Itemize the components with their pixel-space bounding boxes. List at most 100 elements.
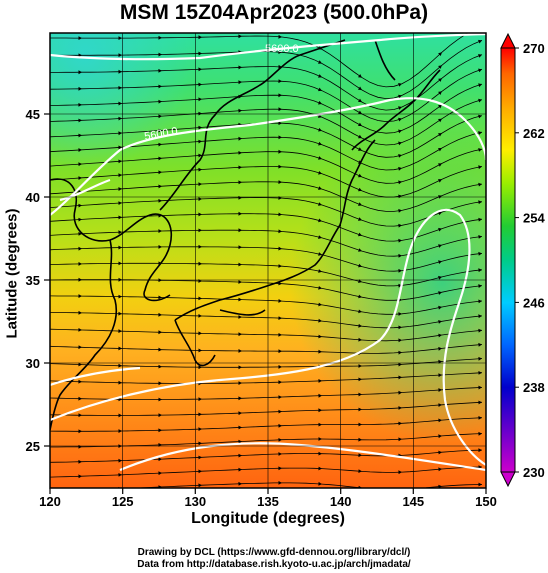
y-axis-label: Latitude (degrees)	[3, 208, 21, 339]
streamline-arrow	[358, 377, 362, 382]
streamline-arrow	[278, 149, 282, 154]
streamline-arrow	[118, 36, 122, 40]
streamline-arrow	[358, 187, 362, 192]
streamline-arrow	[358, 134, 362, 139]
streamline-arrow	[278, 135, 282, 140]
streamline-arrow	[158, 99, 162, 104]
streamline-arrow	[358, 248, 362, 252]
streamline-arrow	[158, 68, 162, 73]
streamline-arrow	[398, 166, 402, 171]
streamline-arrow	[318, 127, 322, 132]
streamline-arrow	[398, 362, 402, 367]
streamline-arrow	[238, 315, 242, 319]
streamline-arrow	[238, 165, 242, 170]
streamline-arrow	[358, 392, 362, 397]
y-tick-label: 40	[26, 190, 40, 205]
streamline-arrow	[158, 381, 162, 386]
streamline-arrow	[398, 283, 402, 288]
streamline-arrow	[158, 114, 162, 119]
streamline-arrow	[318, 393, 322, 398]
streamline-arrow	[398, 338, 402, 343]
streamline-arrow	[198, 182, 202, 187]
streamline-arrow	[398, 223, 402, 228]
streamline-arrow	[78, 118, 82, 123]
streamline-arrow	[438, 291, 442, 295]
streamline-arrow	[358, 364, 362, 368]
streamline-arrow	[198, 441, 202, 446]
streamline-arrow	[358, 263, 362, 268]
streamline-arrow	[318, 218, 322, 223]
streamline-arrow	[318, 269, 322, 273]
streamline-arrow	[278, 349, 282, 354]
streamline-arrow	[118, 116, 122, 121]
streamline-arrow	[358, 202, 362, 206]
streamline-arrow	[158, 52, 162, 57]
streamline-arrow	[318, 156, 322, 160]
streamline-arrow	[438, 388, 442, 392]
streamline-arrow	[318, 466, 322, 471]
streamline-arrow	[438, 133, 442, 137]
streamline-arrow	[238, 136, 242, 141]
streamline-arrow	[398, 350, 402, 355]
streamline-arrow	[78, 148, 82, 152]
streamline-arrow	[78, 294, 82, 298]
streamline-arrow	[278, 438, 282, 442]
streamline-arrow	[198, 228, 202, 233]
streamline-arrow	[318, 437, 322, 441]
streamline-arrow	[478, 284, 482, 288]
streamline-arrow	[358, 173, 362, 178]
streamline-arrow	[318, 186, 322, 190]
streamline-arrow	[318, 202, 322, 206]
y-tick-label: 45	[26, 107, 40, 122]
streamline-arrow	[358, 294, 362, 299]
y-tick-label: 30	[26, 356, 40, 371]
streamline-arrow	[278, 316, 282, 320]
streamline-arrow	[438, 78, 442, 82]
streamline-arrow	[318, 302, 322, 307]
streamline-arrow	[238, 332, 242, 337]
x-axis-label: Longitude (degrees)	[191, 510, 345, 527]
streamline-arrow	[78, 103, 82, 107]
streamline-arrow	[478, 299, 482, 304]
streamline-arrow	[478, 182, 482, 187]
streamline-arrow	[118, 294, 122, 299]
streamline-arrow	[78, 345, 82, 350]
streamline-arrow	[238, 365, 242, 370]
streamline-arrow	[398, 94, 402, 99]
streamline-arrow	[158, 84, 162, 89]
streamline-arrow	[278, 64, 282, 69]
streamline-arrow	[158, 312, 162, 317]
streamline-arrow	[118, 429, 122, 433]
streamline-arrow	[238, 425, 242, 430]
colorbar-tick-label: 246	[523, 295, 545, 310]
streamline-arrow	[118, 311, 122, 316]
streamline-arrow	[318, 334, 322, 339]
streamline-arrow	[358, 98, 362, 103]
streamline-arrow	[478, 131, 482, 135]
streamline-arrow	[238, 228, 242, 233]
streamline-arrow	[398, 117, 402, 122]
streamline-arrow	[238, 467, 242, 472]
streamline-arrow	[438, 91, 442, 95]
y-tick-label: 35	[26, 273, 40, 288]
streamlines	[50, 33, 483, 488]
streamline-arrow	[478, 98, 482, 103]
streamline-arrow	[478, 356, 482, 361]
colorbar-tick-label: 270	[523, 41, 545, 56]
streamline-arrow	[158, 156, 162, 161]
streamline-arrow	[278, 466, 282, 471]
x-tick-label: 150	[475, 494, 497, 509]
colorbar-min-arrow	[500, 471, 516, 488]
streamline-arrow	[198, 197, 202, 201]
streamline-arrow	[158, 330, 162, 335]
streamline-arrow	[478, 39, 482, 44]
streamline-arrow	[238, 34, 242, 39]
streamline-arrow	[438, 148, 442, 152]
streamline-arrow	[478, 328, 482, 333]
streamline-arrow	[238, 65, 242, 70]
streamline-arrow	[238, 349, 242, 353]
contour-lines	[50, 33, 486, 472]
streamline-arrow	[318, 286, 322, 290]
streamline-arrow	[78, 203, 82, 208]
x-tick-label: 145	[402, 494, 424, 509]
